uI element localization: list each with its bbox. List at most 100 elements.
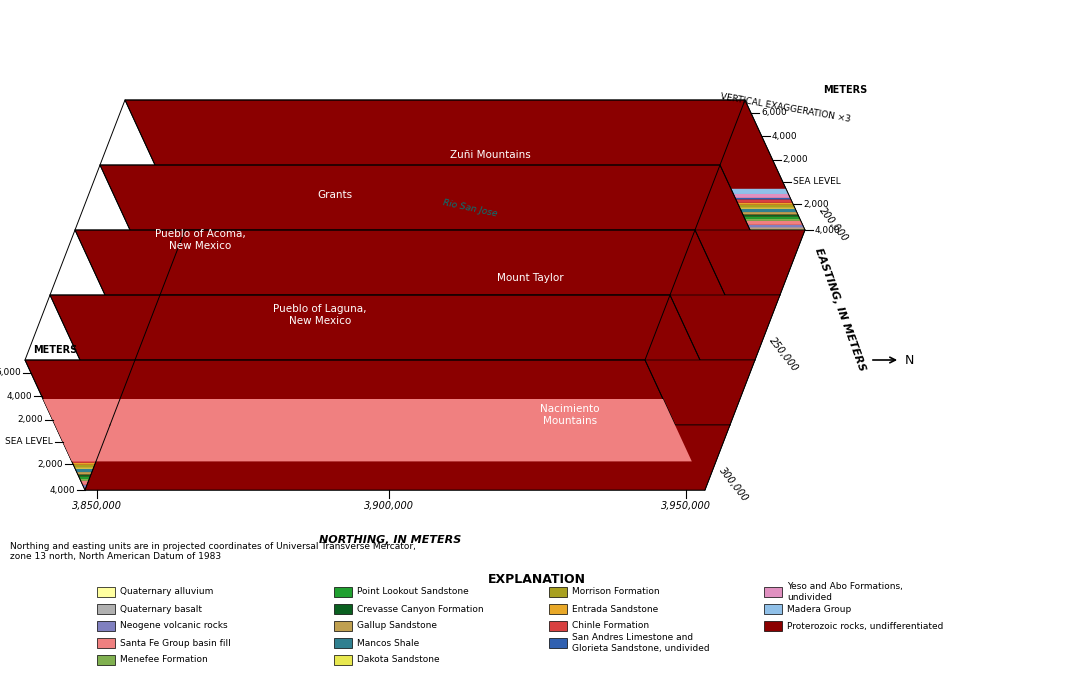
Text: 200,000: 200,000 [817, 206, 850, 244]
Polygon shape [146, 265, 767, 268]
Polygon shape [105, 414, 725, 416]
Bar [764, 604, 782, 614]
Polygon shape [159, 292, 779, 294]
Polygon shape [171, 199, 792, 202]
Text: 3,950,000: 3,950,000 [661, 501, 711, 511]
Polygon shape [182, 225, 804, 227]
Text: Gallup Sandstone: Gallup Sandstone [357, 622, 437, 630]
Polygon shape [116, 319, 738, 324]
Polygon shape [183, 227, 805, 228]
Polygon shape [104, 411, 725, 414]
Text: Dakota Sandstone: Dakota Sandstone [357, 655, 440, 664]
Polygon shape [103, 410, 723, 411]
Text: SEA LEVEL: SEA LEVEL [793, 178, 840, 186]
Polygon shape [130, 349, 751, 351]
Polygon shape [50, 295, 730, 425]
Text: 6,000: 6,000 [0, 369, 21, 377]
Text: Nacimiento
Mountains: Nacimiento Mountains [540, 404, 600, 426]
Text: Morrison Formation: Morrison Formation [572, 587, 660, 597]
Polygon shape [100, 402, 720, 404]
Polygon shape [91, 384, 714, 389]
Polygon shape [79, 479, 701, 481]
Text: Mount Taylor: Mount Taylor [497, 273, 563, 283]
Polygon shape [175, 207, 795, 209]
Polygon shape [129, 346, 750, 349]
Text: Entrada Sandstone: Entrada Sandstone [572, 605, 658, 614]
Polygon shape [100, 165, 780, 295]
Polygon shape [174, 205, 794, 207]
Text: 2,000: 2,000 [782, 155, 808, 164]
Polygon shape [78, 475, 699, 477]
Polygon shape [152, 279, 774, 281]
Polygon shape [85, 425, 730, 490]
Text: Chinle Formation: Chinle Formation [572, 622, 649, 630]
Polygon shape [134, 357, 754, 358]
Bar [764, 587, 782, 597]
Text: Rio San Jose: Rio San Jose [442, 198, 498, 218]
Polygon shape [69, 454, 690, 458]
Text: Proterozoic rocks, undifferentiated: Proterozoic rocks, undifferentiated [787, 622, 943, 630]
Polygon shape [83, 485, 704, 487]
Text: SEA LEVEL: SEA LEVEL [5, 437, 53, 446]
Polygon shape [145, 263, 766, 265]
Bar [549, 587, 567, 597]
Polygon shape [65, 449, 689, 454]
Polygon shape [144, 259, 765, 263]
Polygon shape [78, 477, 700, 479]
Text: Madera Group: Madera Group [787, 605, 851, 614]
Polygon shape [100, 404, 722, 407]
Text: 4,000: 4,000 [49, 485, 75, 495]
Bar [334, 587, 352, 597]
Polygon shape [141, 254, 763, 259]
Polygon shape [128, 344, 749, 346]
Text: Santa Fe Group basin fill: Santa Fe Group basin fill [120, 639, 231, 647]
Text: Yeso and Abo Formations,
undivided: Yeso and Abo Formations, undivided [787, 583, 902, 601]
Text: VERTICAL EXAGGERATION ×3: VERTICAL EXAGGERATION ×3 [720, 92, 852, 124]
Polygon shape [109, 423, 730, 425]
Bar [334, 604, 352, 614]
Polygon shape [93, 389, 716, 393]
Text: Point Lookout Sandstone: Point Lookout Sandstone [357, 587, 469, 597]
Bar [334, 621, 352, 631]
Bar [549, 621, 567, 631]
Polygon shape [156, 286, 778, 290]
Polygon shape [175, 209, 797, 212]
Polygon shape [99, 400, 720, 402]
Text: 3,850,000: 3,850,000 [72, 501, 122, 511]
Bar [334, 655, 352, 665]
Polygon shape [180, 221, 803, 225]
Polygon shape [131, 351, 752, 355]
Bar [334, 638, 352, 648]
Text: Grants: Grants [318, 190, 353, 200]
Text: Menefee Formation: Menefee Formation [120, 655, 208, 664]
Text: Pueblo of Acoma,
New Mexico: Pueblo of Acoma, New Mexico [155, 230, 246, 251]
Polygon shape [70, 458, 691, 460]
Polygon shape [166, 189, 789, 194]
Bar [97, 638, 115, 648]
Bar [97, 655, 115, 665]
Polygon shape [149, 272, 770, 274]
Text: N: N [905, 354, 914, 367]
Polygon shape [107, 420, 729, 422]
Text: NORTHING, IN METERS: NORTHING, IN METERS [319, 535, 461, 545]
Bar [549, 604, 567, 614]
Text: San Andres Limestone and
Glorieta Sandstone, undivided: San Andres Limestone and Glorieta Sandst… [572, 633, 709, 653]
Polygon shape [177, 212, 798, 215]
Polygon shape [147, 268, 768, 269]
Polygon shape [151, 277, 773, 279]
Polygon shape [75, 469, 696, 472]
Polygon shape [25, 360, 705, 490]
Polygon shape [95, 394, 718, 398]
Polygon shape [133, 355, 753, 357]
Polygon shape [153, 281, 775, 284]
Text: Northing and easting units are in projected coordinates of Universal Transverse : Northing and easting units are in projec… [10, 542, 416, 562]
Text: 2,000: 2,000 [38, 460, 63, 468]
Polygon shape [72, 462, 693, 464]
Polygon shape [95, 393, 716, 394]
Polygon shape [71, 460, 692, 462]
Polygon shape [158, 290, 779, 292]
Polygon shape [173, 202, 793, 205]
Text: Zuñi Mountains: Zuñi Mountains [450, 150, 530, 160]
Text: 2,000: 2,000 [803, 200, 828, 209]
Text: EASTING, IN METERS: EASTING, IN METERS [813, 247, 867, 373]
